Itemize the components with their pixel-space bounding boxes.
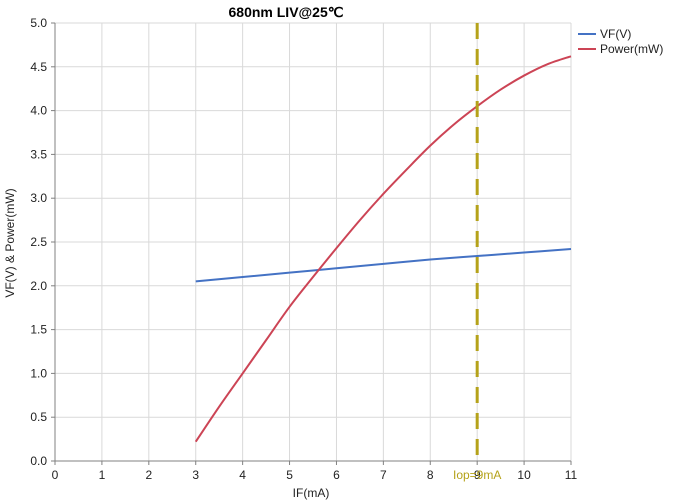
y-tick-label: 3.5 (30, 147, 47, 161)
y-tick-label: 4.5 (30, 60, 47, 74)
y-tick-label: 2.5 (30, 235, 47, 249)
x-tick-label: 2 (145, 468, 152, 482)
series-line-power-mw (194, 55, 572, 443)
series-layer (194, 55, 572, 443)
x-tick-label: 6 (333, 468, 340, 482)
legend-label-power-mw: Power(mW) (600, 42, 663, 56)
x-tick-label: 7 (380, 468, 387, 482)
legend-label-vf-v: VF(V) (600, 27, 631, 41)
x-tick-label: 3 (192, 468, 199, 482)
iop-marker-label: Iop=9mA (453, 468, 501, 482)
x-axis-label: IF(mA) (293, 486, 330, 500)
y-tick-label: 1.0 (30, 366, 47, 380)
legend: VF(V)Power(mW) (578, 27, 663, 56)
axes: 0 1 2 3 4 5 6 7 8 9 10 11 0.0 0.5 1.0 1.5 2.0 2.5 3.0 3.5 4.… (30, 16, 577, 482)
x-tick-label: 4 (239, 468, 246, 482)
x-tick-label: 1 (99, 468, 106, 482)
x-tick-label: 9 (474, 468, 481, 482)
y-tick-label: 4.0 (30, 104, 47, 118)
chart-title: 680nm LIV@25℃ (229, 4, 344, 20)
x-tick-label: 8 (427, 468, 434, 482)
x-tick-label: 0 (52, 468, 59, 482)
y-tick-label: 3.0 (30, 191, 47, 205)
y-axis-label: VF(V) & Power(mW) (3, 188, 17, 297)
y-tick-label: 5.0 (30, 16, 47, 30)
y-tick-label: 0.0 (30, 454, 47, 468)
y-tick-label: 0.5 (30, 410, 47, 424)
x-tick-label: 11 (565, 468, 578, 482)
annotation-layer: Iop=9mA (453, 23, 501, 482)
y-tick-label: 1.5 (30, 323, 47, 337)
series-line-vf-v (195, 248, 572, 283)
x-tick-label: 10 (517, 468, 531, 482)
y-tick-label: 2.0 (30, 279, 47, 293)
x-tick-label: 5 (286, 468, 293, 482)
